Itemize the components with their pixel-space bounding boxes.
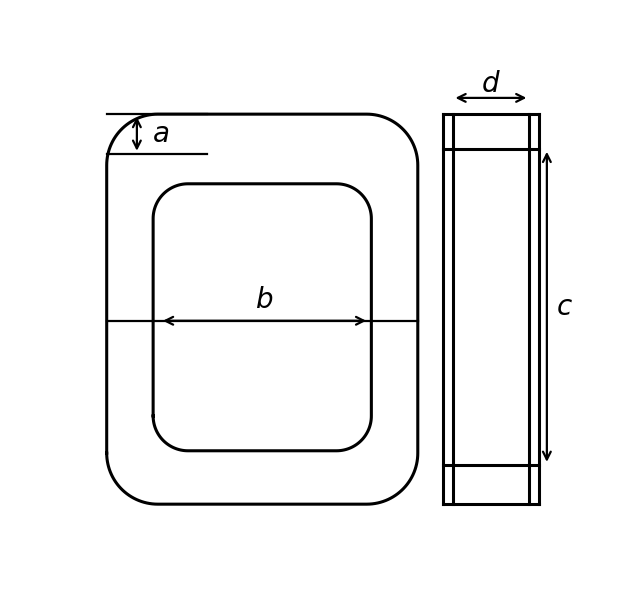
Text: $d$: $d$ bbox=[481, 70, 501, 98]
Text: $b$: $b$ bbox=[256, 286, 274, 314]
Text: $c$: $c$ bbox=[555, 293, 573, 321]
Text: $a$: $a$ bbox=[152, 119, 169, 148]
